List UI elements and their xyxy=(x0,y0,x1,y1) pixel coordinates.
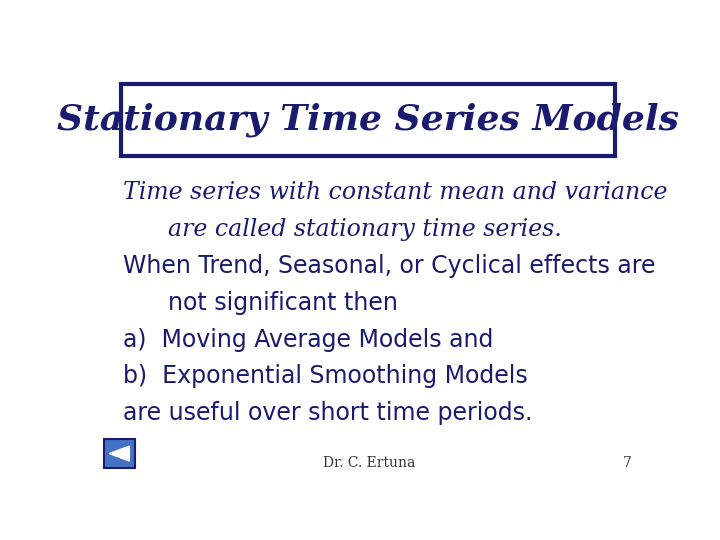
Polygon shape xyxy=(109,446,130,461)
Text: Stationary Time Series Models: Stationary Time Series Models xyxy=(57,103,679,137)
Text: are useful over short time periods.: are useful over short time periods. xyxy=(124,401,533,425)
Text: Time series with constant mean and variance: Time series with constant mean and varia… xyxy=(124,181,668,204)
FancyBboxPatch shape xyxy=(121,84,615,156)
FancyBboxPatch shape xyxy=(104,439,135,468)
Text: are called stationary time series.: are called stationary time series. xyxy=(168,218,562,241)
Text: When Trend, Seasonal, or Cyclical effects are: When Trend, Seasonal, or Cyclical effect… xyxy=(124,254,656,279)
Text: 7: 7 xyxy=(622,456,631,470)
Text: b)  Exponential Smoothing Models: b) Exponential Smoothing Models xyxy=(124,364,528,388)
Text: Dr. C. Ertuna: Dr. C. Ertuna xyxy=(323,456,415,470)
Text: a)  Moving Average Models and: a) Moving Average Models and xyxy=(124,328,494,352)
Text: not significant then: not significant then xyxy=(168,291,398,315)
